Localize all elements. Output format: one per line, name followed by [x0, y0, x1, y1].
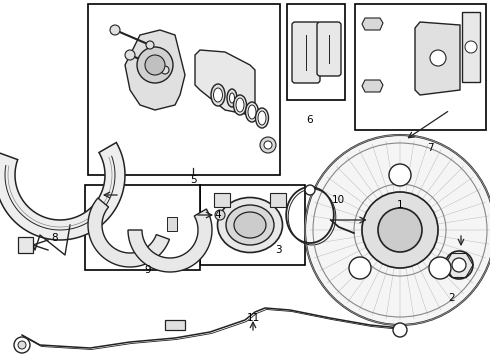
- Text: 5: 5: [190, 175, 196, 185]
- Text: 10: 10: [331, 195, 344, 205]
- Polygon shape: [195, 50, 255, 115]
- Ellipse shape: [227, 89, 237, 107]
- Circle shape: [305, 185, 315, 195]
- Text: 2: 2: [449, 293, 455, 303]
- FancyBboxPatch shape: [292, 22, 320, 83]
- Circle shape: [389, 164, 411, 186]
- Text: 9: 9: [145, 265, 151, 275]
- Ellipse shape: [255, 108, 269, 128]
- Ellipse shape: [229, 93, 235, 103]
- Ellipse shape: [234, 95, 246, 115]
- Circle shape: [14, 337, 30, 353]
- Ellipse shape: [234, 212, 266, 238]
- Bar: [200, 185, 305, 265]
- Bar: [18, 237, 33, 253]
- FancyBboxPatch shape: [317, 22, 341, 76]
- Bar: [462, 12, 480, 82]
- Polygon shape: [128, 209, 212, 272]
- Bar: [270, 193, 286, 207]
- Ellipse shape: [245, 102, 259, 122]
- Text: 1: 1: [397, 200, 403, 210]
- Circle shape: [137, 47, 173, 83]
- Ellipse shape: [214, 88, 222, 102]
- Ellipse shape: [211, 84, 225, 106]
- Ellipse shape: [218, 198, 283, 252]
- Polygon shape: [415, 22, 460, 95]
- Circle shape: [378, 208, 422, 252]
- Polygon shape: [125, 30, 185, 110]
- Bar: [88, 4, 280, 175]
- Text: 6: 6: [307, 115, 313, 125]
- Circle shape: [305, 135, 490, 325]
- Polygon shape: [362, 80, 383, 92]
- Circle shape: [430, 50, 446, 66]
- Circle shape: [465, 41, 477, 53]
- Text: 3: 3: [275, 245, 281, 255]
- Circle shape: [452, 258, 466, 272]
- Polygon shape: [88, 198, 170, 267]
- Ellipse shape: [248, 105, 256, 119]
- Bar: [214, 193, 230, 207]
- Circle shape: [161, 66, 169, 74]
- Bar: [167, 217, 177, 231]
- Ellipse shape: [258, 111, 266, 125]
- Circle shape: [146, 41, 154, 49]
- Polygon shape: [0, 143, 125, 240]
- Circle shape: [125, 50, 135, 60]
- Text: 8: 8: [51, 233, 58, 243]
- Ellipse shape: [236, 98, 244, 112]
- Bar: [165, 320, 185, 330]
- Circle shape: [429, 257, 451, 279]
- Circle shape: [110, 25, 120, 35]
- Circle shape: [264, 141, 272, 149]
- Circle shape: [445, 251, 473, 279]
- Bar: [355, 4, 486, 130]
- Text: 7: 7: [427, 143, 433, 153]
- Circle shape: [362, 192, 438, 268]
- Bar: [85, 185, 200, 270]
- Ellipse shape: [226, 205, 274, 245]
- Circle shape: [260, 137, 276, 153]
- Text: 11: 11: [246, 313, 260, 323]
- Circle shape: [393, 323, 407, 337]
- Circle shape: [349, 257, 371, 279]
- Text: 4: 4: [215, 210, 221, 220]
- Circle shape: [215, 210, 225, 220]
- Circle shape: [145, 55, 165, 75]
- Bar: [287, 4, 345, 100]
- Polygon shape: [362, 18, 383, 30]
- Circle shape: [18, 341, 26, 349]
